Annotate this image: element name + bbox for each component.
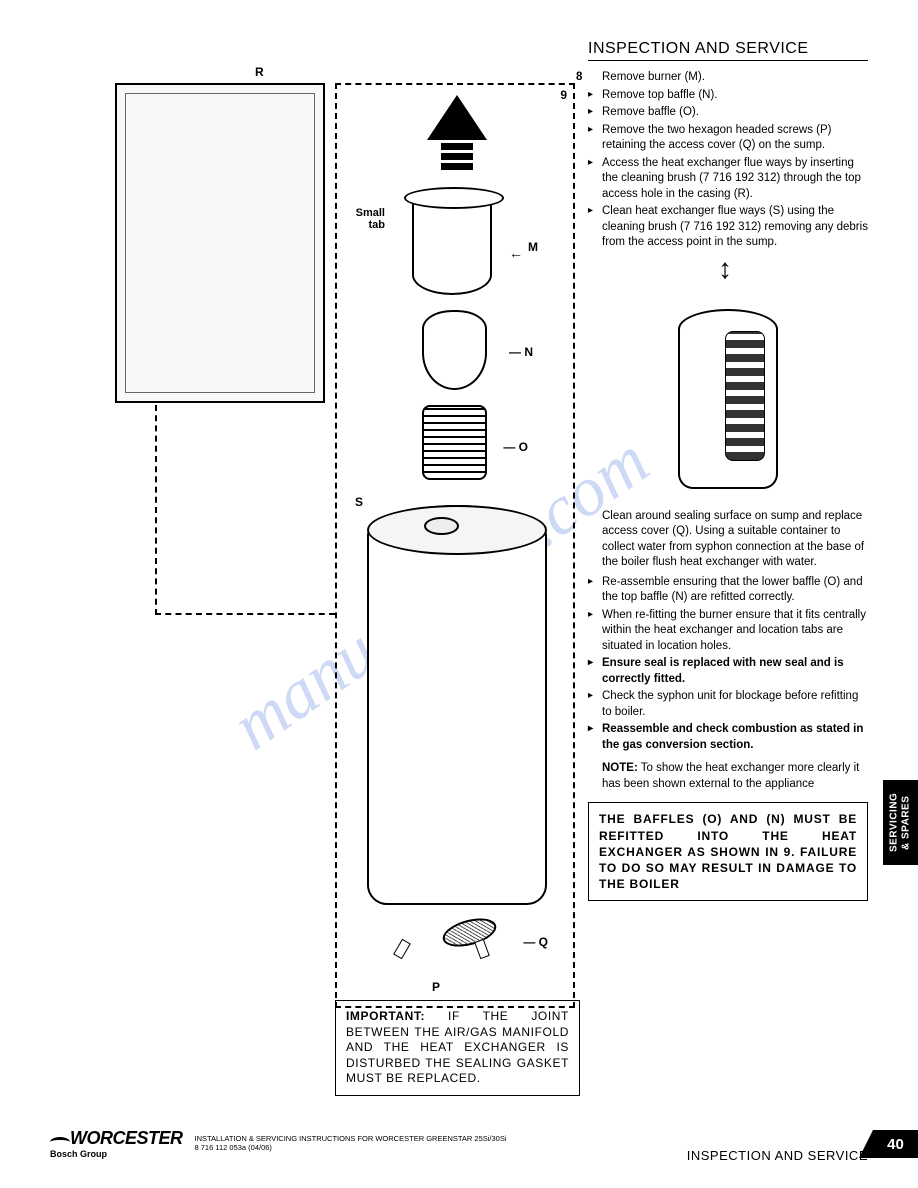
instruction-bullet: Remove the two hexagon headed screws (P)… <box>588 123 868 154</box>
instructions-column: 8 Remove burner (M). Remove top baffle (… <box>588 70 868 901</box>
instruction-bullet: Check the syphon unit for blockage befor… <box>588 689 868 720</box>
important-box: IMPORTANT: IF THE JOINT BETWEEN THE AIR/… <box>335 1000 580 1096</box>
instruction-bullet: Reassemble and check combustion as state… <box>588 722 868 753</box>
screw-p-2 <box>474 939 490 959</box>
baffle-o <box>422 405 487 480</box>
cutaway-illustration: ↕ <box>653 259 803 499</box>
note-text: To show the heat exchanger more clearly … <box>602 762 859 790</box>
access-cover-q <box>440 913 500 951</box>
burner-m <box>412 195 492 295</box>
logo-subtitle: Bosch Group <box>50 1149 183 1159</box>
footer-section-title: INSPECTION AND SERVICE <box>687 1148 868 1163</box>
logo-block: WORCESTER Bosch Group <box>50 1128 183 1159</box>
exploded-view-box: 9 Smalltab ← M — N — O S <box>335 83 575 1008</box>
important-label: IMPORTANT: <box>346 1009 425 1023</box>
figure-number: 9 <box>560 88 567 102</box>
arrow-m-icon: ← <box>509 245 523 261</box>
note: NOTE: To show the heat exchanger more cl… <box>588 761 868 792</box>
logo-text: WORCESTER <box>70 1128 183 1148</box>
label-r: R <box>255 65 264 79</box>
diagram-area: R 9 Smalltab ← M — N — O S <box>100 65 580 1025</box>
instruction-bullet: Re-assemble ensuring that the lower baff… <box>588 575 868 606</box>
label-p: P <box>432 980 440 994</box>
cutaway-arrow-icon: ↕ <box>718 259 732 279</box>
section-header: INSPECTION AND SERVICE <box>588 40 868 61</box>
small-tab-label: Smalltab <box>345 207 385 231</box>
baffle-n <box>422 310 487 390</box>
label-n: — N <box>509 345 533 359</box>
instruction-bullet: Ensure seal is replaced with new seal an… <box>588 656 868 687</box>
screw-p-1 <box>393 939 411 960</box>
step-number: 8 <box>576 70 582 86</box>
instruction-bullet: Remove top baffle (N). <box>588 88 868 104</box>
instruction-bullet: When re-fitting the burner ensure that i… <box>588 608 868 655</box>
mid-paragraph: Clean around sealing surface on sump and… <box>588 509 868 571</box>
footer-doc-info: INSTALLATION & SERVICING INSTRUCTIONS FO… <box>195 1134 507 1152</box>
note-label: NOTE: <box>602 762 638 774</box>
bullets-mid: Re-assemble ensuring that the lower baff… <box>588 575 868 754</box>
footer-line2: 8 716 112 053a (04/06) <box>195 1143 507 1152</box>
removal-arrow-icon <box>427 95 487 185</box>
instruction-bullet: Access the heat exchanger flue ways by i… <box>588 156 868 203</box>
footer-line1: INSTALLATION & SERVICING INSTRUCTIONS FO… <box>195 1134 507 1143</box>
label-s: S <box>355 495 363 509</box>
dashed-connector <box>155 405 335 615</box>
step-8-text: Remove burner (M). <box>602 71 705 83</box>
label-q: — Q <box>523 935 548 949</box>
footer: WORCESTER Bosch Group INSTALLATION & SER… <box>50 1123 918 1163</box>
heat-exchanger-cylinder <box>367 505 547 905</box>
bullets-top: Remove top baffle (N).Remove baffle (O).… <box>588 88 868 251</box>
boiler-illustration <box>115 83 325 403</box>
label-o: — O <box>503 440 528 454</box>
section-tab: SERVICING& SPARES <box>883 780 918 865</box>
logo-swoosh-icon <box>50 1137 70 1147</box>
step-8: 8 Remove burner (M). <box>588 70 868 86</box>
label-m: M <box>528 240 538 254</box>
instruction-bullet: Clean heat exchanger flue ways (S) using… <box>588 204 868 251</box>
warning-box: THE BAFFLES (O) AND (N) MUST BE REFITTED… <box>588 802 868 901</box>
instruction-bullet: Remove baffle (O). <box>588 105 868 121</box>
page-number: 40 <box>873 1130 918 1158</box>
